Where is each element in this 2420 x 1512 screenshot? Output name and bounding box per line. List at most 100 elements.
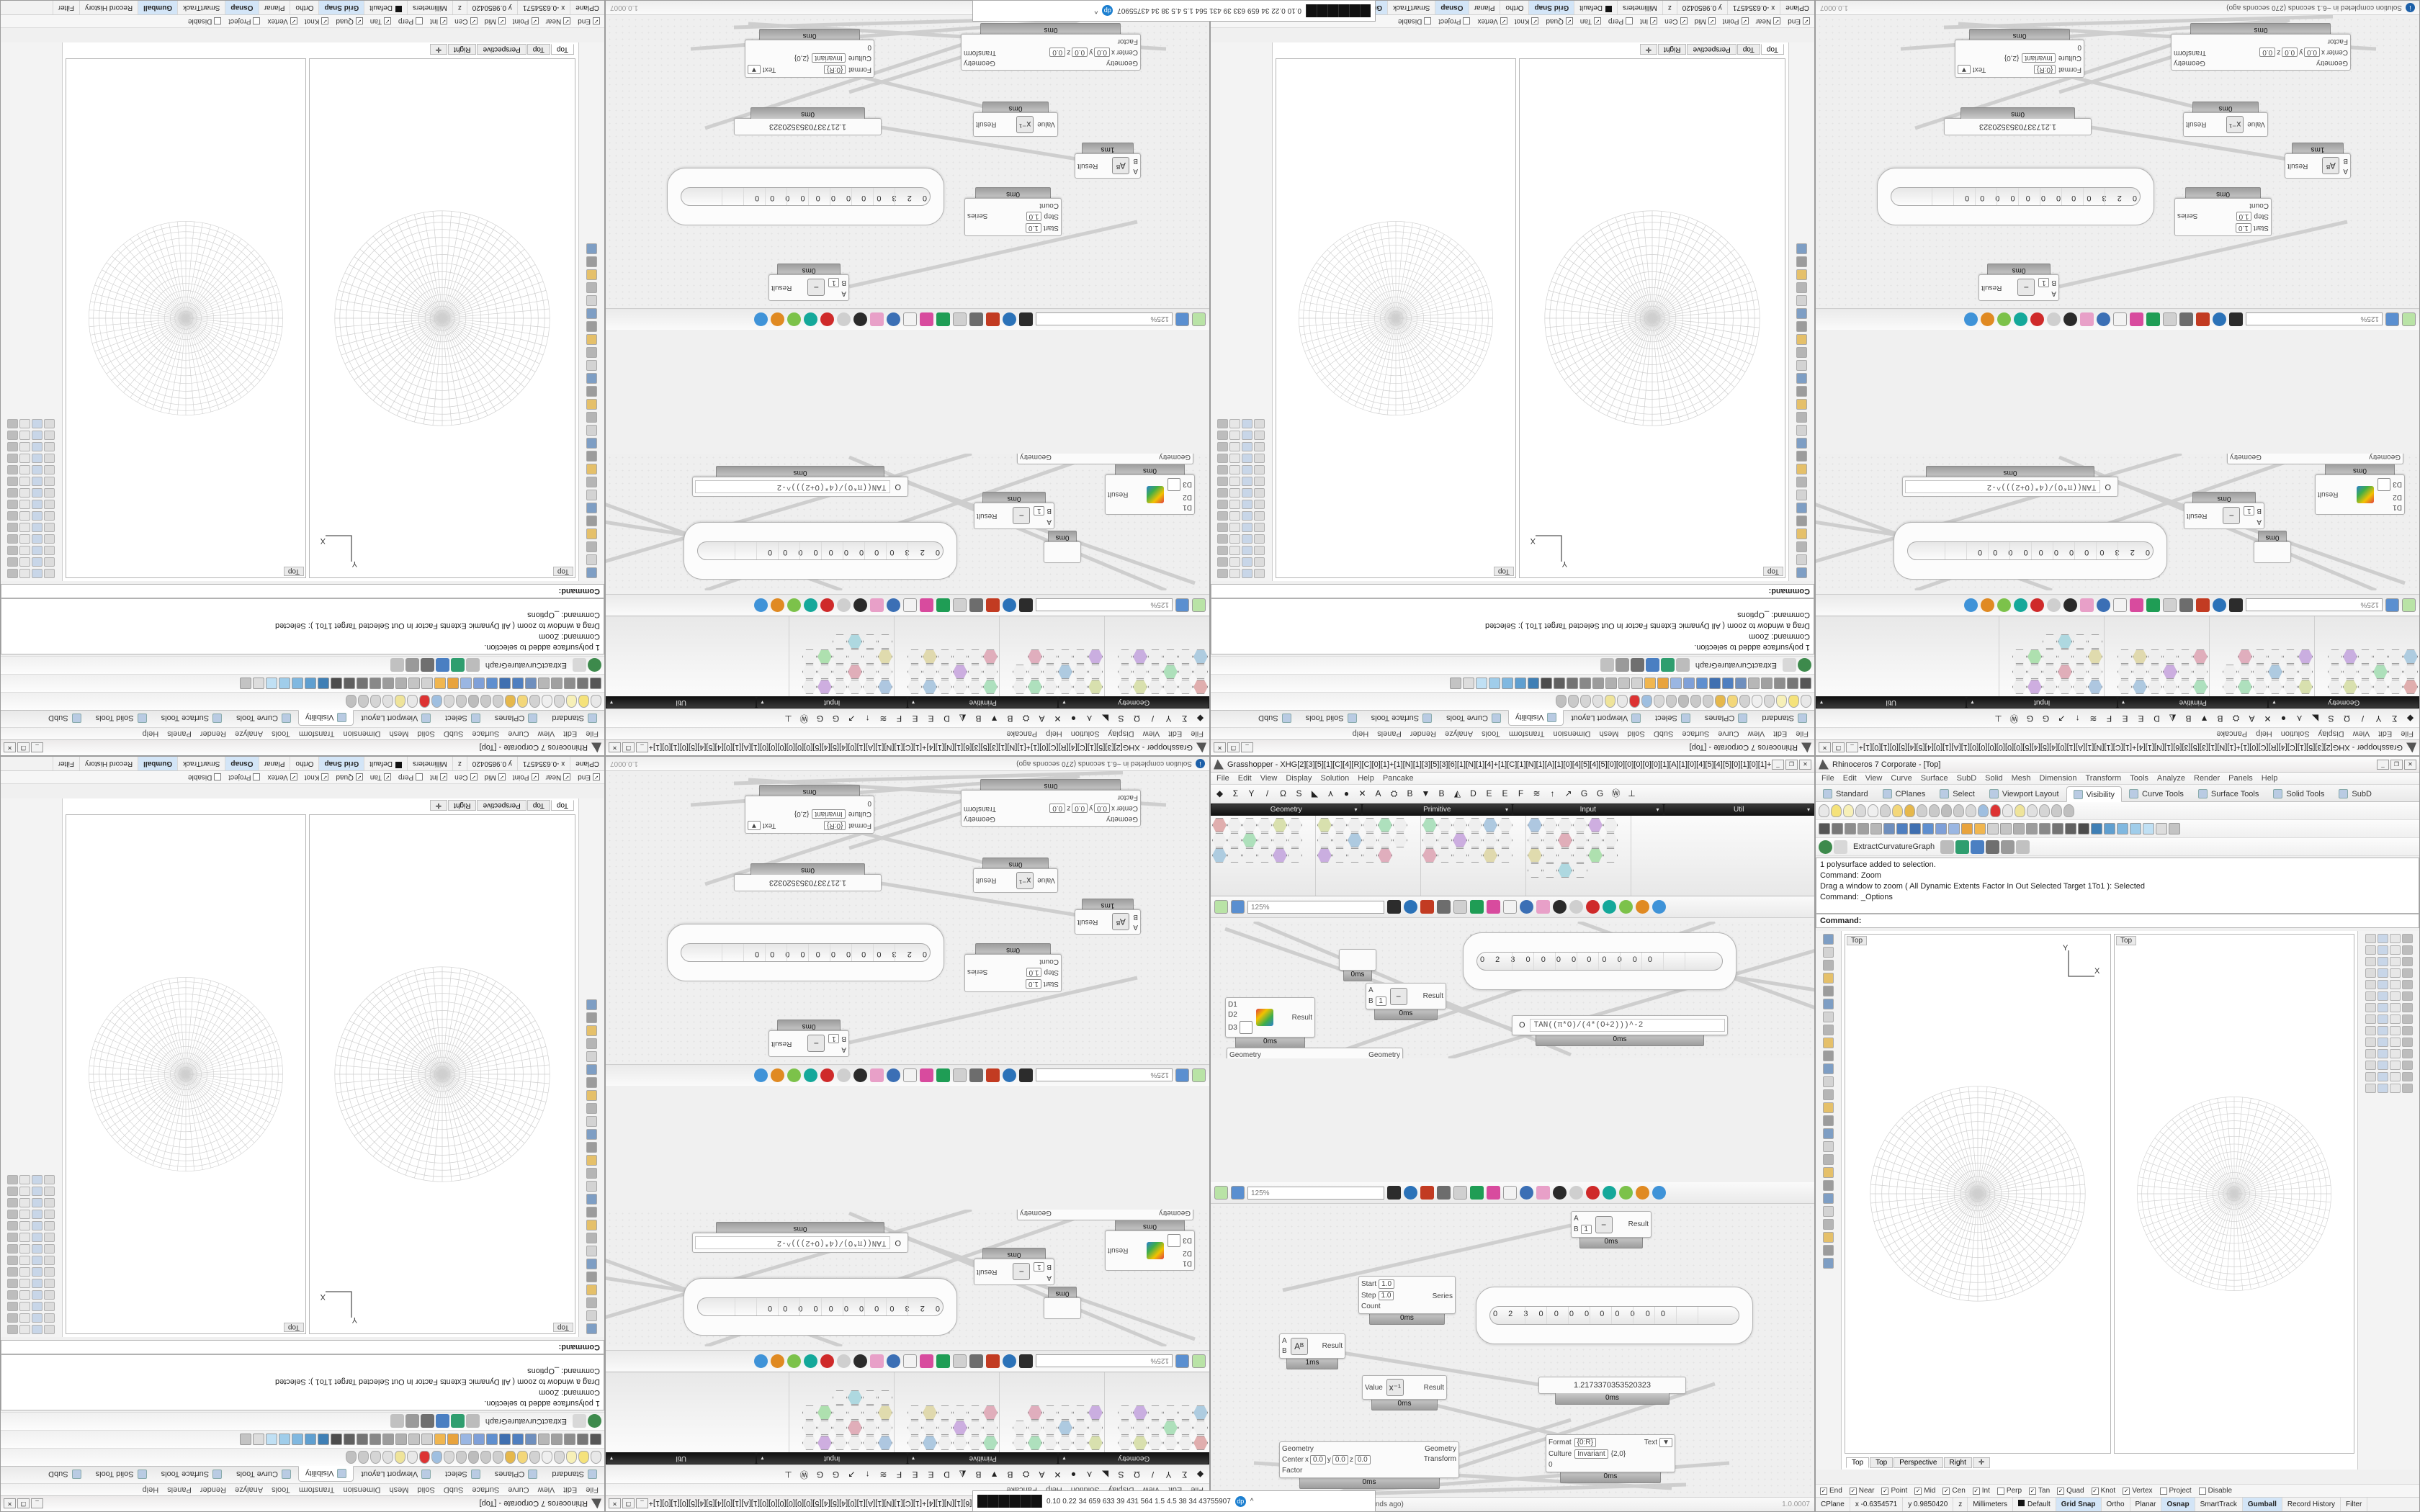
left-tool-icon-21[interactable] [586,1051,597,1062]
left-tool-icon-5[interactable] [586,1259,597,1269]
status-toggle-ortho[interactable]: Ortho [1500,1,1529,14]
panel-value[interactable]: 1.2173370353520323 [1944,118,2092,135]
left-tool-icon-13[interactable] [586,399,597,410]
component-icon[interactable] [1438,818,1452,832]
visibility-icon-6[interactable] [517,1451,528,1464]
osnap-mid[interactable]: ✓ Mid [485,17,506,25]
help-icon-2[interactable] [870,312,884,326]
expression-field[interactable]: TAN((π*O)/(4*(O+2)))^-2 [1905,480,2101,493]
tool-icon-23[interactable] [1502,678,1513,689]
right-tool-icon[interactable] [19,465,31,474]
grasshopper-toolbar[interactable]: 125% [1211,896,1814,918]
right-tool-icon[interactable] [1229,511,1241,521]
visibility-icon-2[interactable] [1776,695,1787,708]
osnap-checkbox[interactable] [253,773,261,781]
port-b-value[interactable]: 1 [1034,506,1045,516]
component-icon[interactable] [2268,680,2282,694]
node-scale[interactable]: Geometry Center x 0.0 y 0.0 z 0.0 Factor [1017,454,1193,464]
grasshopper-toolbar-secondary[interactable]: 125% [606,1064,1209,1086]
shaded-preview-icon-2[interactable] [1636,1186,1649,1200]
port-text[interactable]: Text [1972,66,1986,73]
toolbar-glyph-16[interactable]: D [944,1470,950,1480]
maximize-button[interactable]: ❐ [17,1498,30,1509]
port-o[interactable]: O [1519,1021,1525,1030]
toolbar-tab-surface-tools[interactable]: Surface Tools [154,1467,229,1482]
loft-icon[interactable] [465,658,480,672]
component-icon[interactable] [2148,665,2162,679]
component-icon[interactable] [2012,665,2027,679]
menu-subd[interactable]: SubD [443,1485,464,1494]
right-tool-icon[interactable] [1254,511,1265,521]
left-tool-icon-12[interactable] [586,412,597,423]
left-tool-icon-4[interactable] [586,516,597,526]
right-tool-icon[interactable] [2401,934,2413,943]
grasshopper-canvas-top[interactable]: 0 2 3 0 0 0 0 0 0 0 0 0 A B 1 [1211,922,1814,1058]
toolbar-tab-solid-tools[interactable]: Solid Tools [89,1467,154,1482]
component-icon[interactable] [983,649,998,664]
port-a[interactable]: A [2257,518,2262,526]
component-icon[interactable] [1148,665,1162,679]
script-icon-2[interactable] [903,1068,917,1082]
visibility-icon-18[interactable] [370,1451,381,1464]
toolbar-tab-visibility[interactable]: Visibility [1507,710,1564,726]
grasshopper-category-tabs[interactable]: Geometry Primitive Input Util [606,696,1209,708]
fit-view-icon[interactable] [2229,598,2243,612]
node-body[interactable]: Start 1.0 Step 1.0 Count Series [2174,198,2272,236]
component-icon[interactable] [2388,649,2403,664]
viewport-tab-1[interactable]: Top [526,800,550,811]
right-tool-icon[interactable] [2401,1026,2413,1035]
osnap-vertex[interactable]: ✓ Vertex [267,773,297,781]
right-tool-icon[interactable] [2389,1014,2401,1024]
profiler-icon[interactable] [1437,900,1451,914]
node-construct-domain[interactable]: D1 D2 D3 Result 0ms [1225,997,1315,1048]
port-b-value[interactable]: 1 [2038,278,2050,287]
osnap-checkbox[interactable] [253,17,261,25]
right-tool-icon[interactable] [2365,1084,2376,1093]
port-format[interactable]: Format [1549,1439,1572,1446]
tool-icon-17[interactable] [369,1434,381,1445]
left-tool-icon-24[interactable] [1796,256,1807,267]
menu-render[interactable]: Render [1410,729,1436,738]
component-icon[interactable] [1453,848,1467,863]
component-icon[interactable] [2178,665,2192,679]
tool-icon-2[interactable] [564,1434,575,1445]
tab-geometry[interactable]: Geometry [1059,697,1209,708]
right-tool-icon[interactable] [2377,980,2388,989]
left-tool-icon-0[interactable] [1796,567,1807,578]
slider-track[interactable]: 0 2 3 0 0 0 0 0 0 0 0 0 [1891,187,2141,206]
shaded-preview-icon[interactable] [771,1354,784,1368]
toolbar-glyph-22[interactable]: ↗ [1564,788,1572,798]
right-tool-icon[interactable] [44,569,55,578]
right-tool-icon[interactable] [19,1221,31,1230]
rhino-visibility-toolbar[interactable] [1,1448,604,1466]
left-tool-icon-10[interactable] [1823,1063,1834,1074]
grasshopper-canvas-top[interactable]: 0 2 3 0 0 0 0 0 0 0 0 0 A B 1 [606,454,1209,590]
component-icon[interactable] [2088,665,2102,679]
left-tool-icon-11[interactable] [586,425,597,436]
right-tool-icon[interactable] [2401,980,2413,989]
rhino-window-buttons[interactable]: _ ❐ ✕ [4,1498,43,1509]
tool-icon-15[interactable] [2013,823,2025,834]
tool-icon-13[interactable] [1987,823,1999,834]
status-toggle-grid-snap[interactable]: Grid Snap [318,757,364,770]
port-format[interactable]: Format [848,822,871,829]
right-tool-icon[interactable] [19,454,31,463]
visibility-icon-7[interactable] [505,695,516,708]
viewport-tab-0[interactable]: Top [550,800,574,811]
node-expression[interactable]: O TAN((π*O)/(4*(O+2)))^-2 0ms [1512,1015,1728,1046]
component-icon[interactable] [2118,680,2132,694]
osnap-perp[interactable]: Perp [398,17,424,25]
visibility-icon-1[interactable] [1831,804,1842,817]
component-icon[interactable] [938,1436,952,1450]
right-tool-icon[interactable] [32,488,43,498]
component-icon[interactable] [802,1421,817,1435]
right-tool-icon[interactable] [19,557,31,567]
toolbar-glyph-2[interactable]: Y [2375,714,2382,724]
osnap-mid[interactable]: ✓ Mid [1914,1487,1935,1495]
component-icon[interactable] [953,649,967,664]
right-tool-icon[interactable] [7,1233,19,1242]
component-icon[interactable] [1288,818,1302,832]
right-tool-icon[interactable] [7,454,19,463]
component-icon[interactable] [833,634,847,649]
node-body[interactable]: Geometry Center x 0.0 y 0.0 z 0.0 Factor [1017,454,1193,464]
